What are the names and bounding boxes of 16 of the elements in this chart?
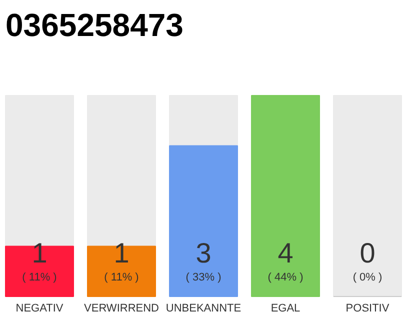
chart-title: 0365258473 <box>6 7 184 43</box>
annotation: 1 <box>114 238 130 268</box>
x-tick-label: POSITIV <box>346 302 390 314</box>
annotation: 3 <box>196 238 212 268</box>
x-tick-label: EGAL <box>270 302 300 314</box>
annotation: 1 <box>32 238 48 268</box>
x-tick-label: UNBEKANNTE <box>166 302 242 314</box>
annotation: 0 <box>360 238 376 268</box>
x-tick-label: NEGATIV <box>16 302 64 314</box>
x-tick-label: VERWIRREND <box>84 302 160 314</box>
data-label: ( 11% ) <box>22 272 57 284</box>
data-label: ( 44% ) <box>268 272 304 284</box>
annotation: 4 <box>278 238 294 268</box>
data-label: ( 0% ) <box>352 272 382 284</box>
data-label: ( 11% ) <box>104 272 139 284</box>
data-label: ( 33% ) <box>186 272 222 284</box>
